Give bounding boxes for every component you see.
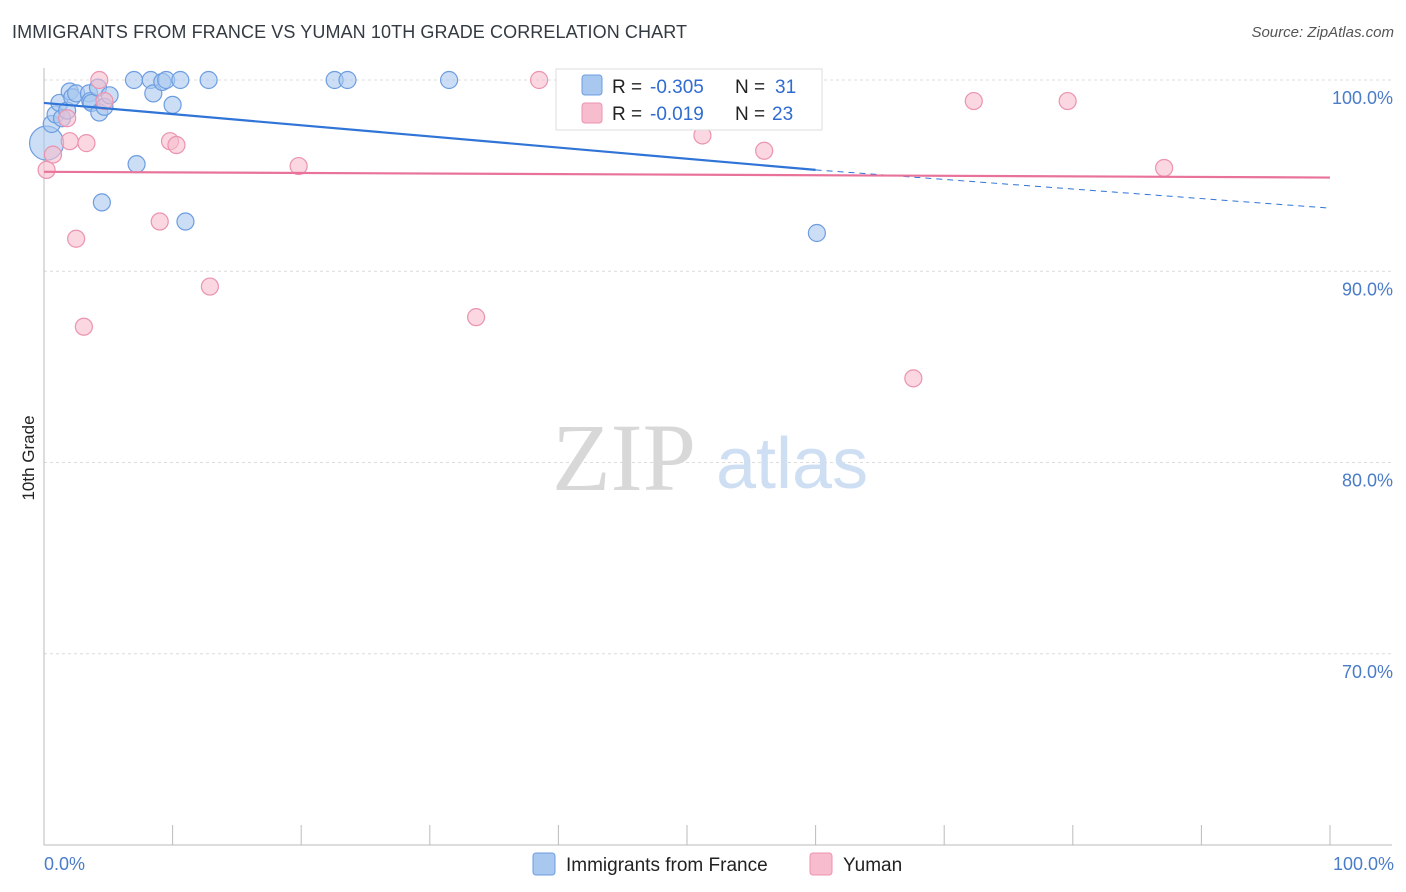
point-yuman-9	[289, 156, 308, 176]
watermark: ZIP atlas	[552, 404, 868, 511]
point-yuman-20	[466, 308, 486, 327]
point-yuman-16	[150, 212, 169, 231]
point-yuman-5	[90, 70, 109, 90]
point-yuman-6	[95, 91, 114, 111]
point-yuman-17	[67, 229, 86, 248]
point-yuman-19	[74, 317, 93, 336]
point-yuman-18	[200, 277, 219, 296]
point-yuman-10	[530, 70, 549, 90]
legend-n-value-yuman: 23	[772, 104, 793, 125]
point-yuman-8	[167, 135, 186, 155]
point-yuman-12	[755, 141, 774, 160]
bottom-legend: Immigrants from France Yuman	[532, 852, 902, 876]
chart-title: IMMIGRANTS FROM FRANCE VS YUMAN 10TH GRA…	[12, 22, 688, 42]
legend-n-label-france: N =	[735, 77, 765, 98]
legend: R = -0.305 N = 31 R = -0.019 N = 23	[555, 68, 823, 131]
point-france-22	[171, 70, 190, 90]
bottom-legend-swatch-france	[532, 852, 556, 876]
point-france-26	[439, 70, 459, 90]
point-yuman-4	[77, 134, 96, 153]
watermark-atlas: atlas	[716, 424, 868, 504]
trend-line-yuman	[43, 170, 1331, 179]
x-tick-label-min: 0.0%	[44, 854, 85, 874]
point-france-28	[92, 193, 111, 212]
grid-lines: 70.0% 80.0% 90.0% 100.0%	[44, 79, 1393, 682]
legend-n-label-yuman: N =	[735, 104, 765, 125]
point-yuman-13	[964, 91, 983, 111]
point-france-27	[127, 155, 146, 174]
point-france-25	[338, 70, 357, 90]
bottom-legend-swatch-yuman	[809, 852, 833, 876]
point-yuman-1	[43, 145, 63, 164]
point-france-29	[176, 212, 195, 231]
y-tick-label-70: 70.0%	[1342, 662, 1393, 682]
watermark-zip: ZIP	[552, 404, 696, 511]
chart-source: Source: ZipAtlas.com	[1251, 24, 1394, 41]
point-france-23	[199, 70, 218, 90]
point-yuman-15	[1155, 158, 1174, 178]
legend-r-value-france: -0.305	[650, 77, 704, 98]
legend-swatch-france	[581, 74, 603, 96]
point-yuman-14	[1058, 91, 1077, 111]
axes	[43, 68, 1392, 846]
y-tick-label-100: 100.0%	[1332, 88, 1393, 108]
legend-n-value-france: 31	[775, 77, 796, 98]
data-points	[28, 70, 1174, 388]
point-yuman-21	[904, 369, 923, 388]
point-france-16	[124, 70, 144, 90]
legend-swatch-yuman	[581, 102, 603, 124]
trend-line-france	[43, 101, 816, 171]
point-yuman-2	[58, 109, 77, 128]
y-axis-label: 10th Grade	[19, 415, 38, 500]
point-yuman-3	[60, 132, 79, 151]
x-tick-label-max: 100.0%	[1333, 854, 1394, 874]
point-yuman-0	[37, 160, 56, 179]
legend-r-label-france: R =	[612, 77, 642, 98]
legend-r-label-yuman: R =	[612, 104, 642, 125]
y-tick-label-90: 90.0%	[1342, 279, 1393, 299]
trend-line-france-extension	[815, 169, 1331, 209]
point-france-30	[807, 223, 826, 243]
y-tick-label-80: 80.0%	[1342, 471, 1393, 491]
legend-r-value-yuman: -0.019	[650, 104, 704, 125]
point-france-21	[163, 95, 182, 114]
trend-lines	[43, 101, 1331, 209]
bottom-legend-label-yuman: Yuman	[843, 855, 902, 876]
bottom-legend-label-france: Immigrants from France	[566, 855, 768, 876]
